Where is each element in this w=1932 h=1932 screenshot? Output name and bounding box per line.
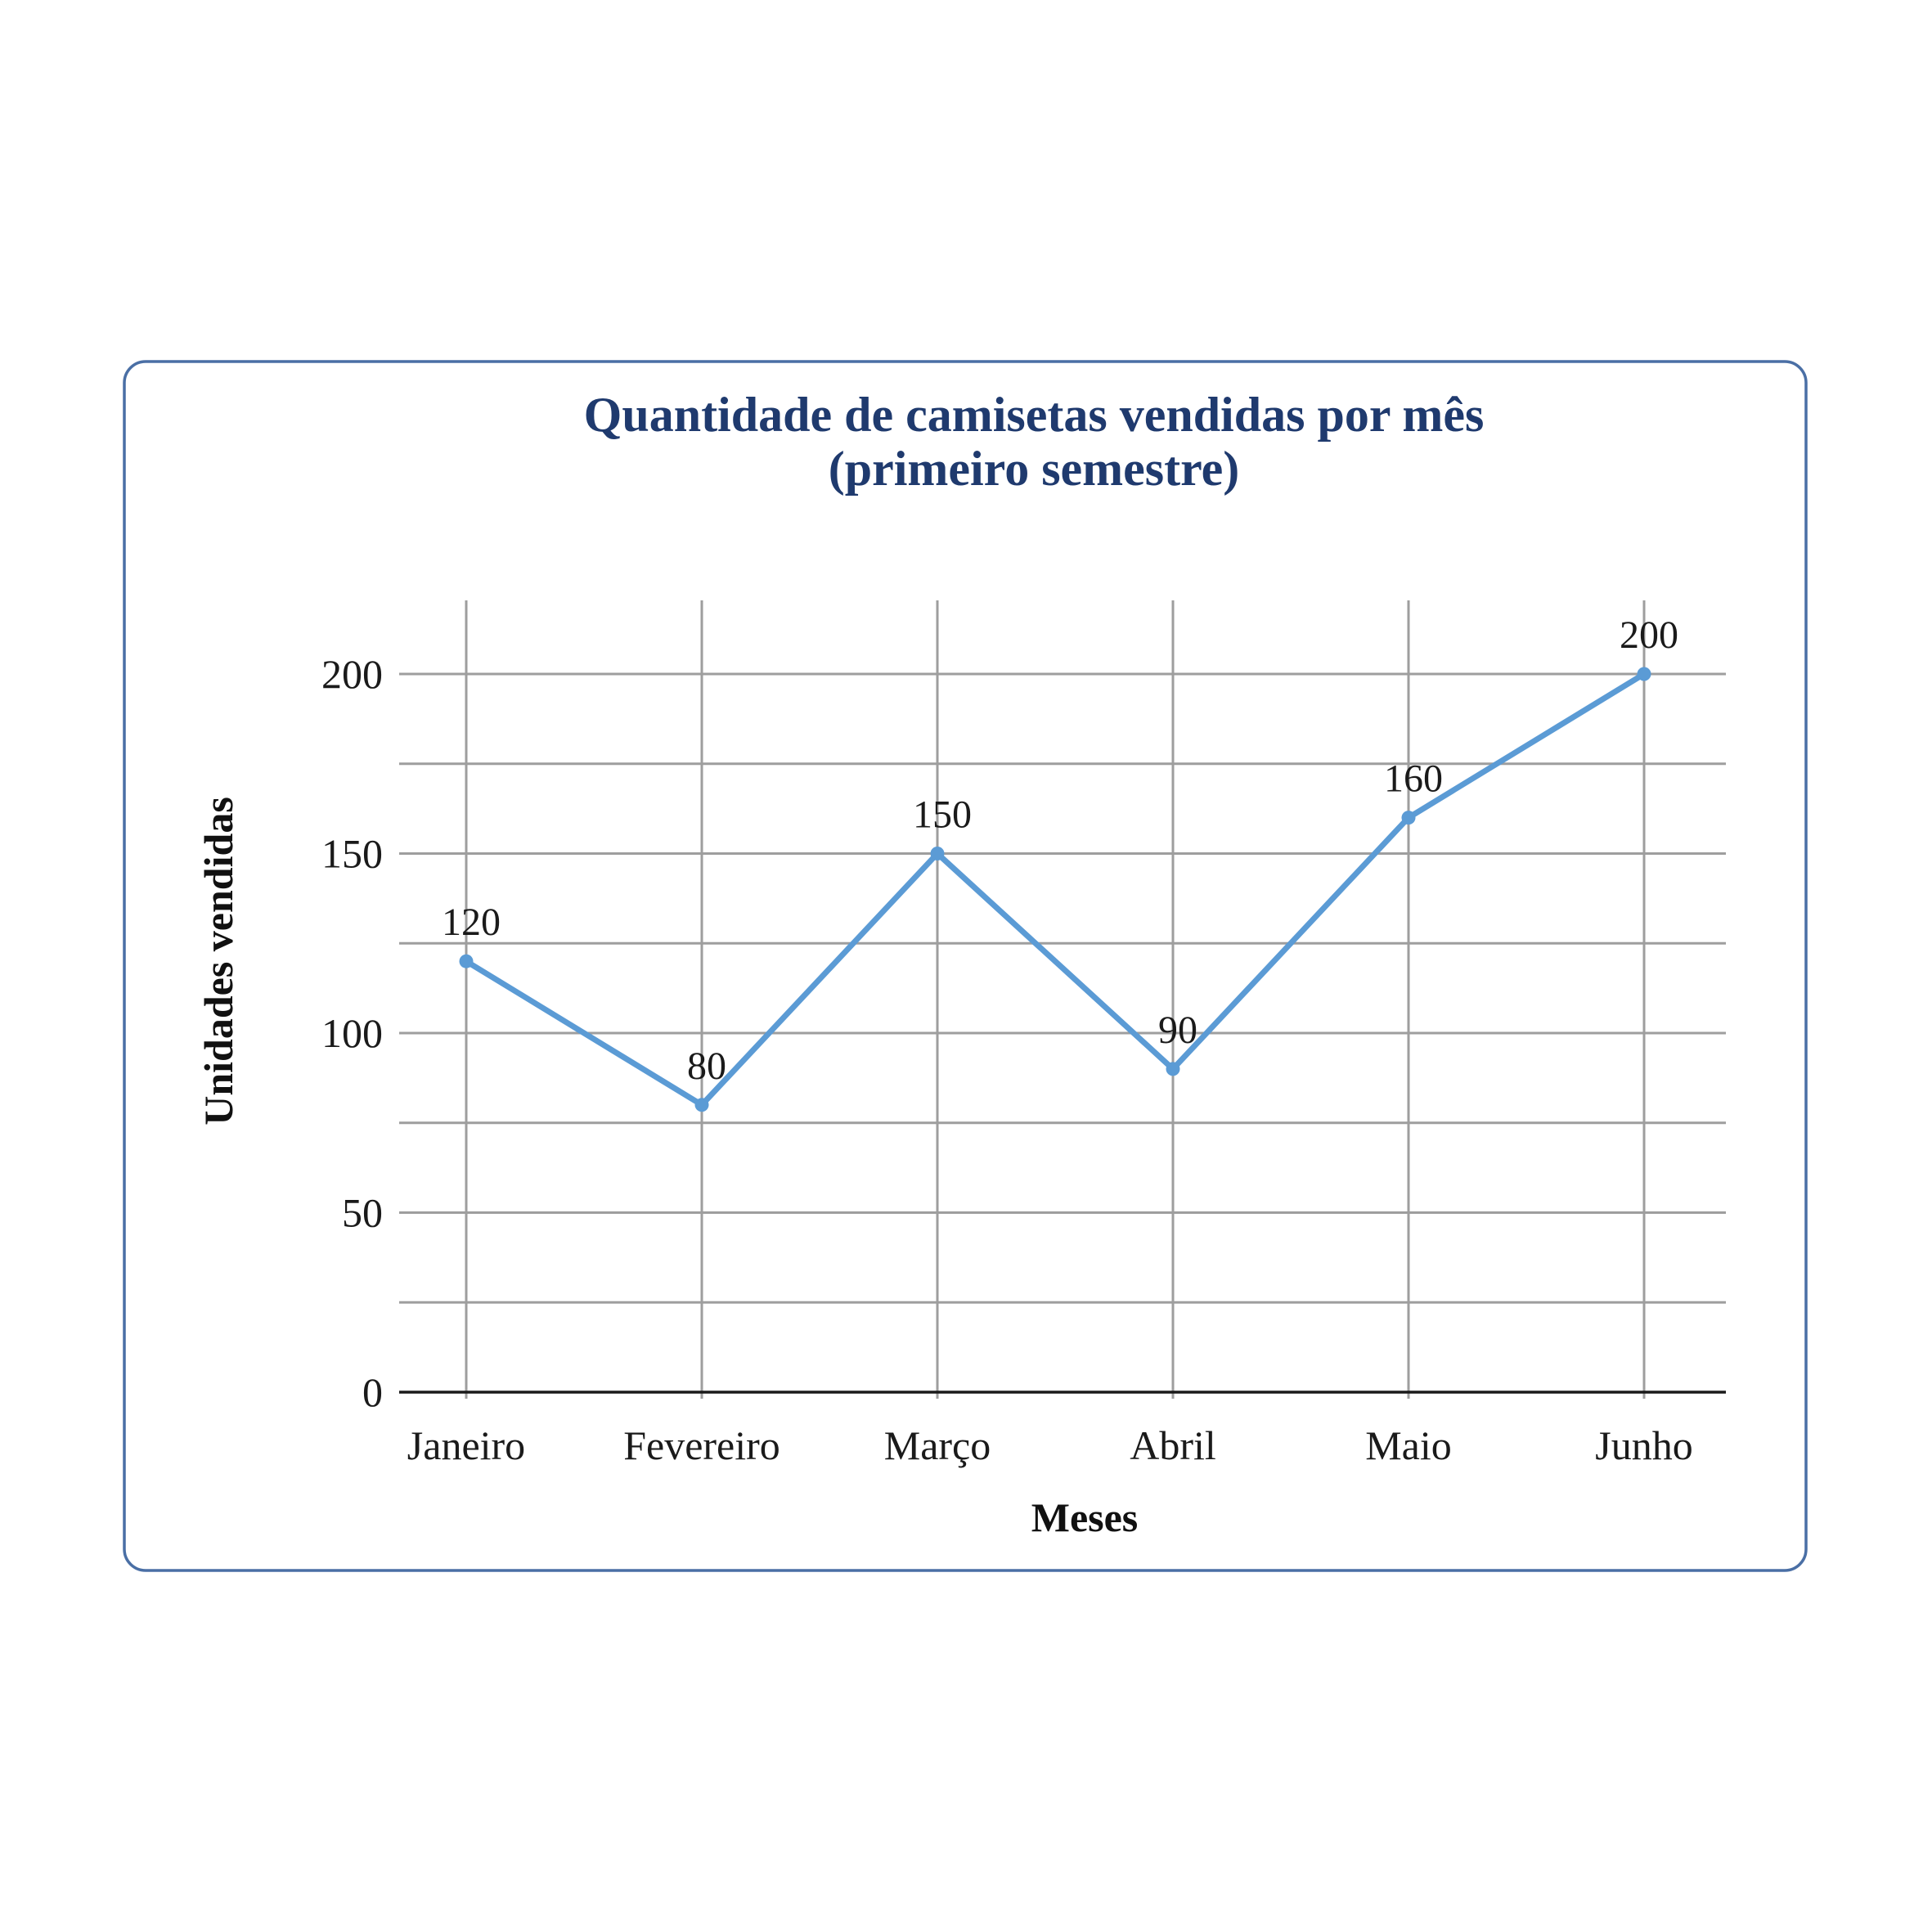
y-tick-label: 0 [362, 1369, 383, 1415]
data-label: 200 [1620, 613, 1678, 657]
chart-title-line-1: Quantidade de camisetas vendidas por mês [584, 388, 1485, 442]
x-tick-label: Abril [1130, 1422, 1216, 1468]
data-point [694, 1098, 709, 1112]
series [459, 667, 1651, 1112]
grid [399, 600, 1726, 1399]
data-label: 80 [687, 1045, 726, 1088]
y-axis-title: Unidades vendidas [195, 797, 241, 1126]
data-point [459, 954, 474, 968]
x-tick-label: Março [884, 1422, 991, 1468]
series-line [463, 671, 1647, 1108]
chart-frame [123, 360, 1808, 1572]
y-tick-label: 100 [321, 1010, 383, 1056]
data-label: 90 [1158, 1009, 1197, 1052]
data-point [1637, 667, 1651, 681]
axes: 0 50 100 150 200 Janeiro Fevereiro Março Abril Ma… [321, 651, 1726, 1468]
x-tick-label: Fevereiro [623, 1422, 780, 1468]
data-point [1166, 1062, 1180, 1076]
y-tick-label: 150 [321, 831, 383, 877]
x-tick-label: Maio [1365, 1422, 1452, 1468]
chart-title-line-2: (primeiro semestre) [829, 442, 1240, 496]
y-tick-label: 50 [342, 1190, 383, 1236]
data-label: 150 [913, 793, 972, 837]
x-axis-title: Meses [1031, 1494, 1139, 1540]
labels: 120 80 150 90 160 200 [442, 613, 1678, 1088]
data-point [1401, 811, 1416, 825]
data-label: 120 [442, 901, 501, 944]
x-tick-label: Junho [1595, 1422, 1692, 1468]
data-label: 160 [1384, 757, 1443, 801]
y-tick-label: 200 [321, 651, 383, 697]
x-tick-label: Janeiro [407, 1422, 525, 1468]
data-point [930, 847, 945, 860]
